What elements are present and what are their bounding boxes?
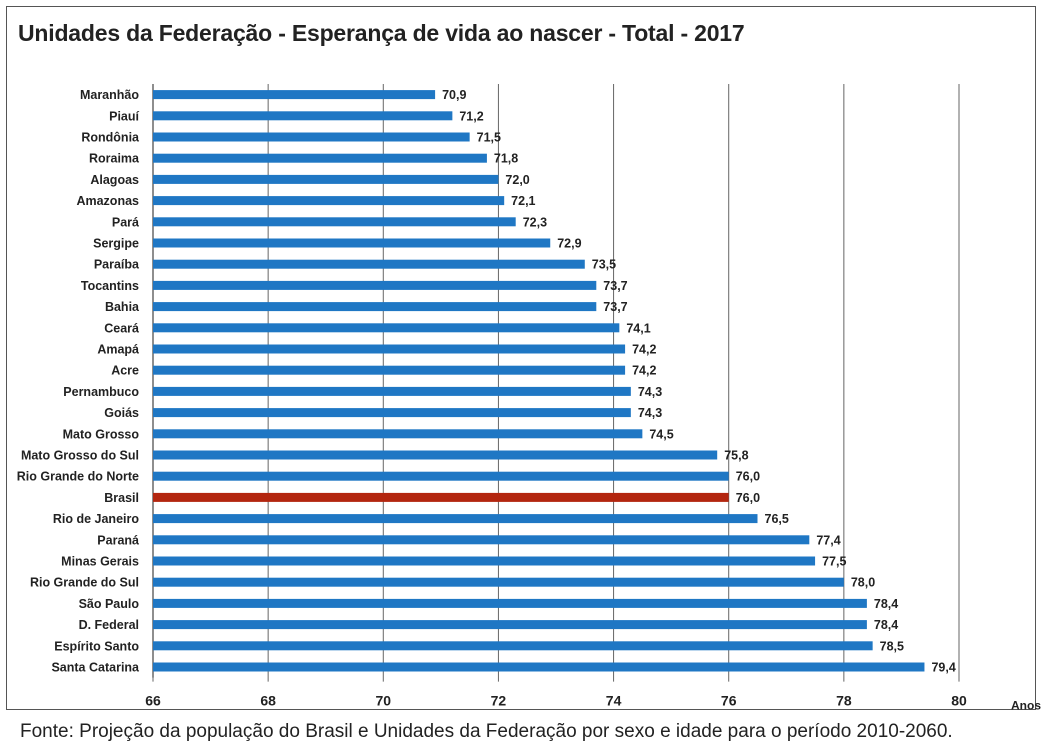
bar (153, 259, 585, 269)
x-tick-label: 78 (836, 693, 852, 709)
chart-title: Unidades da Federação - Esperança de vid… (18, 20, 745, 46)
category-label: Amazonas (76, 194, 139, 208)
bar (153, 302, 597, 312)
category-label: Ceará (104, 321, 139, 335)
bar (153, 408, 631, 418)
x-tick-label: 70 (375, 693, 391, 709)
bar (153, 196, 505, 206)
bar (153, 386, 631, 396)
category-label: D. Federal (79, 618, 139, 632)
bar (153, 238, 551, 248)
data-label: 77,5 (822, 555, 846, 569)
data-label: 71,5 (477, 131, 501, 145)
category-label: Piauí (109, 109, 139, 123)
category-label: Rio de Janeiro (53, 512, 139, 526)
category-label: Sergipe (93, 237, 139, 251)
category-label: Mato Grosso (63, 427, 140, 441)
bar (153, 514, 758, 524)
x-tick-label: 74 (606, 693, 622, 709)
data-label: 71,2 (459, 109, 483, 123)
bar (153, 429, 643, 439)
bar (153, 535, 810, 545)
category-label: Acre (111, 364, 139, 378)
data-label: 76,5 (765, 512, 789, 526)
bar (153, 153, 487, 163)
x-tick-label: 80 (951, 693, 967, 709)
data-label: 72,0 (505, 173, 529, 187)
bar (153, 365, 626, 375)
source-note: Fonte: Projeção da população do Brasil e… (20, 721, 953, 742)
data-label: 71,8 (494, 152, 518, 166)
data-label: 78,0 (851, 576, 875, 590)
x-axis-title: Anos (1011, 699, 1041, 713)
bar (153, 492, 729, 502)
bar (153, 90, 436, 100)
bar (153, 217, 516, 227)
data-label: 73,7 (603, 279, 627, 293)
x-tick-label: 72 (491, 693, 507, 709)
x-tick-label: 76 (721, 693, 737, 709)
data-label: 73,7 (603, 300, 627, 314)
data-label: 74,1 (626, 321, 650, 335)
category-label: Amapá (97, 343, 139, 357)
data-label: 74,3 (638, 385, 662, 399)
data-label: 72,9 (557, 237, 581, 251)
data-label: 72,3 (523, 215, 547, 229)
x-tick-label: 66 (145, 693, 161, 709)
data-label: 72,1 (511, 194, 535, 208)
data-label: 74,2 (632, 343, 656, 357)
data-label: 78,4 (874, 597, 898, 611)
category-label: Pernambuco (63, 385, 139, 399)
category-label: Pará (112, 215, 139, 229)
bar (153, 598, 867, 608)
bar (153, 280, 597, 290)
category-label: Minas Gerais (61, 555, 139, 569)
category-label: Mato Grosso do Sul (21, 449, 139, 463)
data-label: 77,4 (816, 533, 840, 547)
data-label: 78,4 (874, 618, 898, 632)
x-tick-label: 68 (260, 693, 276, 709)
category-label: Rio Grande do Norte (17, 470, 139, 484)
bar (153, 641, 873, 651)
bar (153, 174, 499, 184)
category-label: Rondônia (81, 131, 140, 145)
bar (153, 556, 816, 566)
bar (153, 450, 718, 460)
category-label: Paraíba (94, 258, 140, 272)
category-label: Rio Grande do Sul (30, 576, 139, 590)
category-label: Espírito Santo (54, 639, 139, 653)
data-label: 75,8 (724, 449, 748, 463)
data-label: 74,5 (649, 427, 673, 441)
chart-frame (6, 6, 1036, 710)
bar (153, 111, 453, 121)
bar (153, 662, 925, 672)
bar (153, 471, 729, 481)
category-label: Brasil (104, 491, 139, 505)
category-label: Alagoas (90, 173, 139, 187)
bar (153, 132, 470, 142)
category-label: Roraima (89, 152, 140, 166)
category-label: Paraná (97, 533, 139, 547)
data-label: 73,5 (592, 258, 616, 272)
bar (153, 323, 620, 333)
category-label: São Paulo (79, 597, 140, 611)
category-label: Santa Catarina (51, 661, 140, 675)
data-label: 74,3 (638, 406, 662, 420)
category-label: Tocantins (81, 279, 139, 293)
category-label: Bahia (105, 300, 140, 314)
data-label: 78,5 (880, 639, 904, 653)
category-label: Maranhão (80, 88, 139, 102)
category-label: Goiás (104, 406, 139, 420)
bar (153, 577, 844, 587)
bar (153, 344, 626, 354)
data-label: 79,4 (931, 661, 955, 675)
data-label: 76,0 (736, 491, 760, 505)
data-label: 70,9 (442, 88, 466, 102)
data-label: 76,0 (736, 470, 760, 484)
bar (153, 620, 867, 630)
data-label: 74,2 (632, 364, 656, 378)
